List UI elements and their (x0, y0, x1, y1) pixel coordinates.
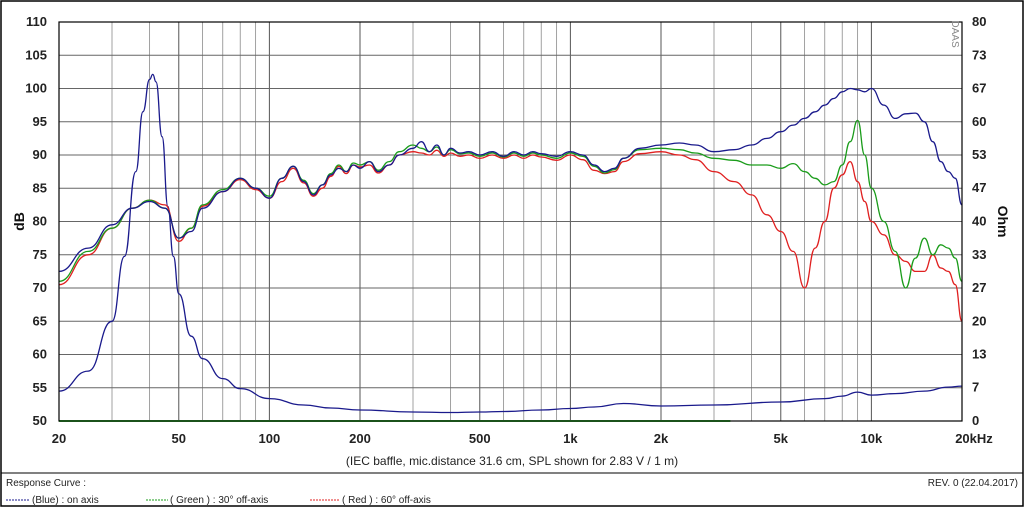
x-tick-label: 20kHz (955, 431, 993, 446)
y2-tick-label: 33 (972, 247, 986, 262)
x-tick-label: 50 (172, 431, 186, 446)
y-axis-left-ticks: 110 105 100 95 90 85 80 75 70 65 60 55 50 (25, 14, 47, 428)
x-tick-label: 5k (774, 431, 789, 446)
y2-tick-label: 20 (972, 313, 986, 328)
x-tick-label: 1k (563, 431, 578, 446)
y2-tick-label: 13 (972, 347, 986, 362)
y-tick-label: 100 (25, 81, 47, 96)
y-tick-label: 80 (33, 214, 47, 229)
y-tick-label: 75 (33, 247, 47, 262)
response-curve-label: Response Curve : (6, 478, 86, 489)
series-impedance-line (58, 73, 963, 414)
x-tick-label: 20 (52, 431, 66, 446)
y2-tick-label: 80 (972, 14, 986, 29)
y-tick-label: 95 (33, 114, 47, 129)
x-tick-label: 200 (349, 431, 371, 446)
y-tick-label: 60 (33, 347, 47, 362)
series-blue-line (58, 87, 963, 273)
x-tick-label: 100 (259, 431, 281, 446)
y2-tick-label: 7 (972, 380, 979, 395)
y2-tick-label: 40 (972, 214, 986, 229)
y2-tick-label: 27 (972, 280, 986, 295)
y2-tick-label: 73 (972, 47, 986, 62)
chart-caption: (IEC baffle, mic.distance 31.6 cm, SPL s… (346, 454, 678, 468)
legend-label-red: ( Red ) : 60° off-axis (342, 495, 431, 506)
y-axis-label: dB (11, 212, 27, 231)
y2-tick-label: 60 (972, 114, 986, 129)
x-axis-ticks: 20 50 100 200 500 1k 2k 5k 10k 20kHz (52, 431, 994, 446)
y-tick-label: 90 (33, 147, 47, 162)
x-tick-label: 2k (654, 431, 669, 446)
legend-label-green: ( Green ) : 30° off-axis (170, 495, 268, 506)
y-tick-label: 105 (25, 47, 47, 62)
y2-tick-label: 53 (972, 147, 986, 162)
legend-label-blue: (Blue) : on axis (32, 495, 99, 506)
y2-tick-label: 47 (972, 180, 986, 195)
plot-border (58, 21, 963, 422)
y-tick-label: 70 (33, 280, 47, 295)
y2-tick-label: 67 (972, 80, 986, 95)
series-red-line (58, 149, 963, 322)
revision-label: REV. 0 (22.04.2017) (928, 478, 1018, 489)
y-tick-label: 65 (33, 313, 47, 328)
y2-tick-label: 0 (972, 413, 979, 428)
y-tick-label: 50 (33, 413, 47, 428)
y-tick-label: 85 (33, 180, 47, 195)
y2-axis-label: Ohm (995, 206, 1011, 238)
x-tick-label: 10k (861, 431, 883, 446)
x-tick-label: 500 (469, 431, 491, 446)
y-tick-label: 55 (33, 380, 47, 395)
watermark-text: DAAS (949, 20, 960, 48)
y-axis-right-ticks: 80 73 67 60 53 47 40 33 27 20 13 7 0 (972, 14, 986, 428)
y-tick-label: 110 (26, 14, 47, 29)
